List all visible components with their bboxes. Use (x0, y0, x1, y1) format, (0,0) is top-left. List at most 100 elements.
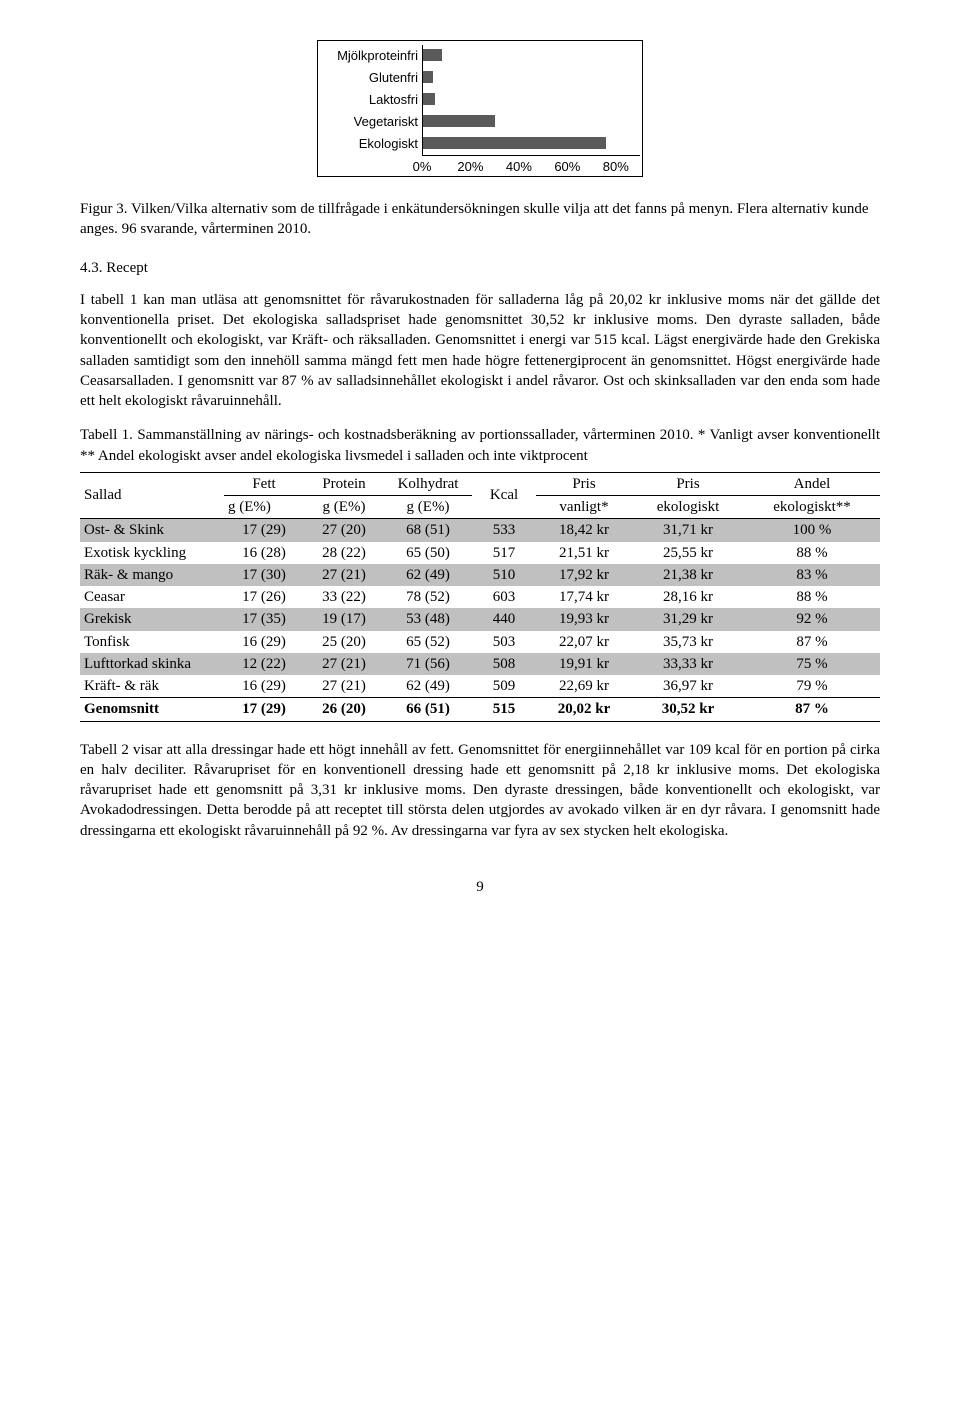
table-cell: 31,29 kr (632, 608, 744, 630)
table-cell: 25,55 kr (632, 542, 744, 564)
chart-x-tick: 80% (603, 158, 629, 176)
table-cell: Lufttorkad skinka (80, 653, 224, 675)
table-cell: 28,16 kr (632, 586, 744, 608)
table-cell: 35,73 kr (632, 631, 744, 653)
chart-x-tick: 0% (413, 158, 432, 176)
table-header: Kolhydrat (384, 472, 472, 495)
chart-category-label: Mjölkproteinfri (320, 47, 422, 65)
table-cell: 509 (472, 675, 536, 698)
chart-x-tick: 60% (554, 158, 580, 176)
table-cell: 78 (52) (384, 586, 472, 608)
table-header: Protein (304, 472, 384, 495)
table-cell: 87 % (744, 698, 880, 721)
table-cell: 25 (20) (304, 631, 384, 653)
table-row: Grekisk17 (35)19 (17)53 (48)44019,93 kr3… (80, 608, 880, 630)
table-cell: 79 % (744, 675, 880, 698)
table-header: Pris (536, 472, 632, 495)
table-cell: Grekisk (80, 608, 224, 630)
table-header: Kcal (472, 472, 536, 519)
table-cell: 33 (22) (304, 586, 384, 608)
table-header: Fett (224, 472, 304, 495)
table-cell: 19,91 kr (536, 653, 632, 675)
table-cell: 603 (472, 586, 536, 608)
chart-x-tick: 40% (506, 158, 532, 176)
chart-row: Glutenfri (320, 67, 640, 89)
page-number: 9 (80, 877, 880, 897)
table-cell: 17 (35) (224, 608, 304, 630)
table-summary-row: Genomsnitt17 (29)26 (20)66 (51)51520,02 … (80, 698, 880, 721)
table-cell: 21,51 kr (536, 542, 632, 564)
table-cell: 19 (17) (304, 608, 384, 630)
table-cell: 503 (472, 631, 536, 653)
table-cell: 68 (51) (384, 519, 472, 542)
table-header: Pris (632, 472, 744, 495)
figure-3-caption: Figur 3. Vilken/Vilka alternativ som de … (80, 199, 880, 240)
table-cell: 12 (22) (224, 653, 304, 675)
table-row: Exotisk kyckling16 (28)28 (22)65 (50)517… (80, 542, 880, 564)
table-row: Tonfisk16 (29)25 (20)65 (52)50322,07 kr3… (80, 631, 880, 653)
table-cell: 26 (20) (304, 698, 384, 721)
chart-bar (423, 115, 495, 127)
table-cell: 92 % (744, 608, 880, 630)
table-cell: 62 (49) (384, 564, 472, 586)
chart-row: Ekologiskt (320, 133, 640, 155)
table-cell: 515 (472, 698, 536, 721)
table-cell: 66 (51) (384, 698, 472, 721)
table-cell: 88 % (744, 586, 880, 608)
table-header: Sallad (80, 472, 224, 519)
chart-category-label: Glutenfri (320, 69, 422, 87)
table-row: Ceasar17 (26)33 (22)78 (52)60317,74 kr28… (80, 586, 880, 608)
table-cell: 440 (472, 608, 536, 630)
table-cell: 18,42 kr (536, 519, 632, 542)
section-4-3-heading: 4.3. Recept (80, 258, 880, 278)
chart-category-label: Vegetariskt (320, 113, 422, 131)
table-cell: 17 (30) (224, 564, 304, 586)
section-4-3-paragraph-2: Tabell 2 visar att alla dressingar hade … (80, 740, 880, 841)
chart-row: Mjölkproteinfri (320, 45, 640, 67)
table-cell: Genomsnitt (80, 698, 224, 721)
table-cell: 533 (472, 519, 536, 542)
table-cell: 83 % (744, 564, 880, 586)
table-row: Räk- & mango17 (30)27 (21)62 (49)51017,9… (80, 564, 880, 586)
table-cell: 100 % (744, 519, 880, 542)
table-cell: Räk- & mango (80, 564, 224, 586)
table-1-caption: Tabell 1. Sammanställning av närings- oc… (80, 425, 880, 466)
table-1: SalladFettProteinKolhydratKcalPrisPrisAn… (80, 472, 880, 722)
table-subheader: vanligt* (536, 496, 632, 519)
chart-bar (423, 137, 606, 149)
chart-row: Laktosfri (320, 89, 640, 111)
table-cell: 17 (29) (224, 519, 304, 542)
table-cell: 517 (472, 542, 536, 564)
table-cell: 27 (21) (304, 653, 384, 675)
table-subheader: g (E%) (304, 496, 384, 519)
chart-bar (423, 71, 433, 83)
table-cell: 33,33 kr (632, 653, 744, 675)
table-cell: 31,71 kr (632, 519, 744, 542)
table-cell: 17,74 kr (536, 586, 632, 608)
table-cell: 28 (22) (304, 542, 384, 564)
table-header: Andel (744, 472, 880, 495)
table-cell: 87 % (744, 631, 880, 653)
table-cell: 27 (21) (304, 564, 384, 586)
table-cell: Ceasar (80, 586, 224, 608)
table-subheader: g (E%) (224, 496, 304, 519)
chart-row: Vegetariskt (320, 111, 640, 133)
chart-category-label: Laktosfri (320, 91, 422, 109)
table-cell: 62 (49) (384, 675, 472, 698)
table-row: Ost- & Skink17 (29)27 (20)68 (51)53318,4… (80, 519, 880, 542)
table-cell: 30,52 kr (632, 698, 744, 721)
table-cell: 65 (50) (384, 542, 472, 564)
table-cell: 65 (52) (384, 631, 472, 653)
table-cell: Exotisk kyckling (80, 542, 224, 564)
table-row: Kräft- & räk16 (29)27 (21)62 (49)50922,6… (80, 675, 880, 698)
table-cell: Kräft- & räk (80, 675, 224, 698)
chart-bar (423, 49, 442, 61)
table-cell: 17,92 kr (536, 564, 632, 586)
table-cell: 16 (29) (224, 631, 304, 653)
table-cell: 36,97 kr (632, 675, 744, 698)
table-cell: Tonfisk (80, 631, 224, 653)
table-cell: 27 (20) (304, 519, 384, 542)
table-cell: Ost- & Skink (80, 519, 224, 542)
chart-x-tick: 20% (457, 158, 483, 176)
table-cell: 71 (56) (384, 653, 472, 675)
